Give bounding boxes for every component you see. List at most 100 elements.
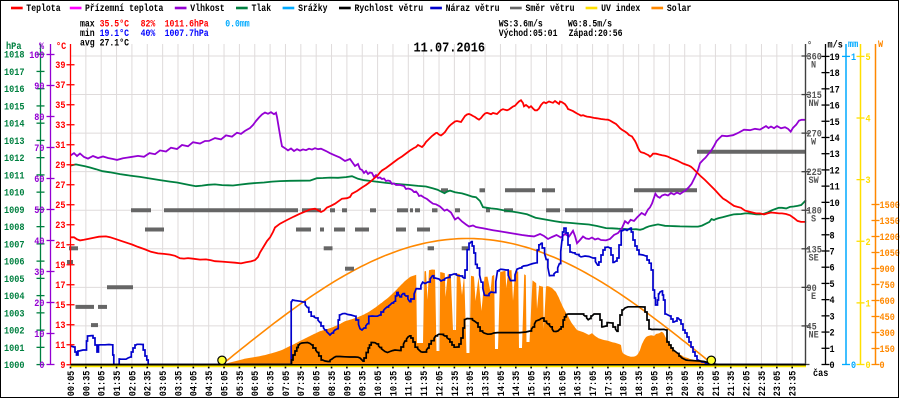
- svg-text:3: 3: [830, 311, 835, 323]
- svg-text:25: 25: [55, 200, 65, 212]
- svg-text:21:35: 21:35: [726, 371, 738, 397]
- svg-text:02:35: 02:35: [143, 371, 155, 397]
- svg-text:1008: 1008: [4, 222, 25, 234]
- svg-text:15:35: 15:35: [542, 371, 554, 397]
- svg-text:WS:3.6m/s: WS:3.6m/s: [499, 18, 543, 30]
- svg-text:19: 19: [55, 260, 65, 272]
- svg-text:12:05: 12:05: [434, 371, 446, 397]
- svg-text:50: 50: [34, 205, 44, 217]
- svg-text:0: 0: [39, 360, 44, 372]
- svg-text:1004: 1004: [4, 291, 25, 303]
- svg-text:°C: °C: [56, 41, 67, 53]
- svg-text:13:35: 13:35: [481, 371, 493, 397]
- svg-text:15: 15: [830, 117, 840, 129]
- svg-text:Západ:20:56: Západ:20:56: [569, 28, 623, 40]
- svg-text:18:35: 18:35: [634, 371, 646, 397]
- svg-text:21: 21: [55, 240, 65, 252]
- svg-text:7: 7: [830, 247, 835, 259]
- svg-text:15: 15: [55, 300, 65, 312]
- svg-text:20:05: 20:05: [680, 371, 692, 397]
- svg-text:6: 6: [830, 263, 835, 275]
- svg-text:Tlak: Tlak: [252, 3, 272, 15]
- svg-text:1000: 1000: [4, 360, 25, 372]
- svg-text:20:35: 20:35: [696, 371, 708, 397]
- svg-text:18:05: 18:05: [619, 371, 631, 397]
- svg-text:135: 135: [807, 244, 822, 256]
- svg-text:450: 450: [880, 312, 895, 324]
- svg-text:1007: 1007: [4, 239, 25, 251]
- svg-text:1001: 1001: [4, 343, 25, 355]
- svg-text:14:35: 14:35: [511, 371, 523, 397]
- svg-text:30: 30: [34, 267, 44, 279]
- svg-text:10:05: 10:05: [373, 371, 385, 397]
- svg-text:225: 225: [807, 167, 822, 179]
- svg-text:13: 13: [55, 320, 65, 332]
- svg-text:600: 600: [880, 296, 895, 308]
- svg-text:100: 100: [29, 50, 44, 62]
- svg-text:08:35: 08:35: [327, 371, 339, 397]
- svg-text:01:35: 01:35: [112, 371, 124, 397]
- svg-text:315: 315: [807, 90, 822, 102]
- svg-text:2: 2: [830, 328, 835, 340]
- svg-text:360: 360: [807, 52, 822, 64]
- svg-text:82%: 82%: [141, 18, 156, 30]
- svg-text:900: 900: [880, 264, 895, 276]
- svg-text:%: %: [39, 41, 45, 53]
- svg-text:10: 10: [34, 329, 44, 341]
- svg-text:1011.6hPa: 1011.6hPa: [165, 18, 210, 30]
- svg-text:5: 5: [866, 52, 871, 64]
- svg-text:1017: 1017: [4, 67, 25, 79]
- svg-text:1200: 1200: [880, 232, 900, 244]
- svg-text:27: 27: [55, 180, 65, 192]
- svg-text:23:05: 23:05: [772, 371, 784, 397]
- svg-text:45: 45: [807, 321, 817, 333]
- svg-text:10:35: 10:35: [388, 371, 400, 397]
- svg-text:07:05: 07:05: [281, 371, 293, 397]
- svg-text:17: 17: [830, 84, 840, 96]
- svg-text:13: 13: [830, 149, 840, 161]
- svg-text:00:05: 00:05: [66, 371, 78, 397]
- svg-text:19.1°C: 19.1°C: [100, 28, 130, 40]
- svg-text:4: 4: [830, 295, 835, 307]
- svg-text:33: 33: [55, 120, 65, 132]
- svg-text:1050: 1050: [880, 248, 900, 260]
- svg-text:1016: 1016: [4, 84, 25, 96]
- svg-text:Vlhkost: Vlhkost: [190, 3, 224, 15]
- svg-text:01:05: 01:05: [97, 371, 109, 397]
- svg-text:Náraz větru: Náraz větru: [446, 3, 500, 15]
- svg-text:03:35: 03:35: [173, 371, 185, 397]
- svg-text:12:35: 12:35: [450, 371, 462, 397]
- svg-text:mm: mm: [848, 39, 858, 51]
- svg-text:1014: 1014: [4, 119, 25, 131]
- svg-text:09:35: 09:35: [358, 371, 370, 397]
- svg-text:Teplota: Teplota: [26, 3, 61, 15]
- svg-text:5: 5: [830, 279, 835, 291]
- svg-text:1: 1: [851, 52, 856, 64]
- svg-text:70: 70: [34, 143, 44, 155]
- svg-text:E: E: [811, 291, 816, 303]
- svg-text:Směr větru: Směr větru: [526, 3, 575, 15]
- svg-text:0.0mm: 0.0mm: [225, 18, 250, 30]
- svg-text:1003: 1003: [4, 308, 25, 320]
- svg-text:Východ:05:01: Východ:05:01: [499, 28, 558, 40]
- svg-text:1011: 1011: [4, 170, 25, 182]
- svg-text:05:35: 05:35: [235, 371, 247, 397]
- svg-text:22:35: 22:35: [757, 371, 769, 397]
- svg-text:03:05: 03:05: [158, 371, 170, 397]
- svg-text:35.5°C: 35.5°C: [100, 18, 130, 30]
- svg-text:11:05: 11:05: [404, 371, 416, 397]
- svg-text:06:35: 06:35: [266, 371, 278, 397]
- svg-text:WG:8.5m/s: WG:8.5m/s: [568, 18, 612, 30]
- svg-text:°: °: [807, 40, 812, 52]
- svg-text:17:35: 17:35: [603, 371, 615, 397]
- svg-text:31: 31: [55, 140, 65, 152]
- svg-text:180: 180: [807, 206, 822, 218]
- svg-text:22:05: 22:05: [742, 371, 754, 397]
- svg-text:19: 19: [830, 52, 840, 64]
- svg-text:Srážky: Srážky: [298, 3, 328, 15]
- svg-text:avg: avg: [80, 37, 95, 49]
- svg-text:1013: 1013: [4, 136, 25, 148]
- svg-text:0: 0: [830, 360, 835, 372]
- svg-text:hPa: hPa: [6, 41, 22, 53]
- svg-text:0: 0: [866, 360, 871, 372]
